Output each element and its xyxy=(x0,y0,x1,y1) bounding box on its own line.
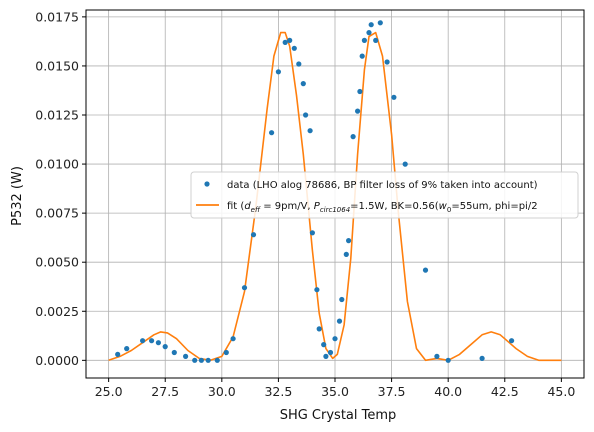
data-point xyxy=(303,112,309,118)
data-point xyxy=(402,161,408,167)
data-point xyxy=(336,318,343,324)
y-tick-label: 0.0000 xyxy=(35,353,79,368)
data-point xyxy=(140,338,146,344)
data-point xyxy=(300,81,306,87)
data-point xyxy=(183,353,189,359)
data-point xyxy=(355,108,361,114)
data-point xyxy=(241,285,248,291)
data-point xyxy=(391,94,397,100)
ticks: 25.0 27.5 30.0 32.5 35.0 37.5 40.0 42.5 45.0 0.00… xyxy=(35,9,575,399)
x-tick-label: 27.5 xyxy=(151,384,179,399)
legend-fit-p-symbol: P xyxy=(314,201,321,212)
x-tick-label: 30.0 xyxy=(208,384,236,399)
y-tick-label: 0.0075 xyxy=(35,206,79,221)
legend-fit-d-subscript: eff xyxy=(251,206,261,214)
data-point xyxy=(366,29,372,36)
data-point xyxy=(434,353,440,359)
data-point xyxy=(384,59,390,65)
data-point xyxy=(250,232,257,238)
x-tick-label: 42.5 xyxy=(491,384,519,399)
legend-data-label: data (LHO alog 78686, BP filter loss of … xyxy=(227,180,538,191)
data-point xyxy=(149,338,155,344)
data-point xyxy=(332,336,338,342)
data-point xyxy=(296,61,302,67)
data-point xyxy=(287,37,293,44)
data-point xyxy=(230,336,236,342)
data-point xyxy=(445,357,451,363)
data-point xyxy=(314,287,320,293)
data-point xyxy=(359,53,365,59)
x-tick-label: 32.5 xyxy=(264,384,292,399)
data-point xyxy=(205,357,211,363)
legend-fit-mid1: = 9pm/V, xyxy=(260,201,314,212)
data-point xyxy=(269,130,275,136)
legend-fit-tail: =55um, phi=pi/2 xyxy=(451,201,537,212)
data-point xyxy=(323,353,329,359)
data-point xyxy=(198,357,204,363)
fit-curve xyxy=(108,31,562,362)
y-axis-label: P532 (W) xyxy=(10,166,25,226)
data-point xyxy=(309,230,315,236)
data-point xyxy=(124,346,130,352)
data-point xyxy=(343,251,349,257)
data-point xyxy=(282,39,288,46)
data-point xyxy=(316,326,322,332)
data-point xyxy=(223,349,229,356)
data-point xyxy=(192,357,198,363)
data-point xyxy=(214,357,220,363)
data-point xyxy=(377,20,383,26)
grid xyxy=(86,10,584,378)
data-point xyxy=(171,349,177,356)
y-tick-label: 0.0175 xyxy=(35,9,79,24)
data-point xyxy=(307,128,313,134)
data-point xyxy=(339,296,345,303)
data-point xyxy=(373,37,379,44)
y-tick-label: 0.0125 xyxy=(35,108,79,123)
y-tick-label: 0.0025 xyxy=(35,304,79,319)
data-point xyxy=(155,340,161,346)
data-point xyxy=(509,338,515,344)
x-tick-label: 40.0 xyxy=(434,384,462,399)
y-tick-label: 0.0150 xyxy=(35,58,79,73)
x-axis-label: SHG Crystal Temp xyxy=(280,408,397,423)
x-tick-label: 25.0 xyxy=(95,384,123,399)
legend-fit-d-symbol: d xyxy=(244,201,251,212)
x-tick-label: 35.0 xyxy=(321,384,349,399)
data-point xyxy=(357,88,363,95)
legend-fit-mid2: =1.5W, BK=0.56( xyxy=(350,201,439,212)
data-point xyxy=(350,134,356,140)
data-point xyxy=(327,349,334,356)
y-tick-label: 0.0100 xyxy=(35,157,79,172)
legend-box xyxy=(190,171,579,219)
legend-fit-p-subscript: circ1064 xyxy=(320,206,350,214)
data-point xyxy=(162,344,168,350)
data-point xyxy=(346,238,352,244)
legend-fit-prefix: fit ( xyxy=(227,201,244,212)
plot-area xyxy=(108,20,562,363)
data-point xyxy=(291,45,297,51)
data-point xyxy=(422,267,429,273)
legend-fit-w-subscript: 0 xyxy=(447,206,451,214)
x-tick-label: 45.0 xyxy=(547,384,575,399)
legend-fit-w-symbol: w xyxy=(439,201,448,212)
data-point xyxy=(368,22,374,28)
data-point xyxy=(321,342,327,348)
legend-fit-label: fit (deff = 9pm/V, Pcirc1064=1.5W, BK=0.… xyxy=(227,201,538,214)
data-point xyxy=(275,69,281,75)
data-point xyxy=(361,37,367,44)
y-tick-label: 0.0050 xyxy=(35,255,79,270)
x-tick-label: 37.5 xyxy=(378,384,406,399)
legend-data-marker xyxy=(204,181,210,187)
legend: data (LHO alog 78686, BP filter loss of … xyxy=(190,171,579,219)
data-point xyxy=(479,355,485,361)
data-point xyxy=(115,351,121,357)
